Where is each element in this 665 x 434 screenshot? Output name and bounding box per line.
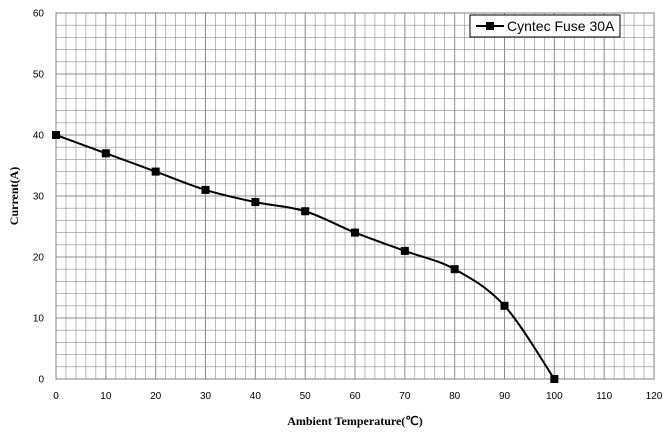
y-tick-label: 50 [33, 70, 45, 81]
x-tick-label: 100 [546, 391, 563, 402]
data-point [550, 375, 559, 383]
x-tick-label: 70 [399, 391, 411, 402]
y-axis-title: Current(A) [7, 167, 21, 225]
x-tick-label: 90 [499, 391, 511, 402]
data-point [251, 198, 260, 207]
y-tick-label: 20 [33, 253, 45, 264]
legend: Cyntec Fuse 30A [469, 14, 621, 38]
data-point [301, 207, 310, 216]
x-tick-label: 110 [596, 391, 612, 402]
data-point [101, 149, 110, 158]
plot-area [55, 12, 655, 380]
x-tick-label: 60 [349, 391, 361, 402]
x-tick-label: 10 [100, 391, 112, 402]
series-layer [52, 131, 559, 383]
legend-label: Cyntec Fuse 30A [507, 18, 615, 34]
x-tick-label: 80 [449, 391, 461, 402]
x-axis-title: Ambient Temperature(℃) [287, 414, 423, 428]
y-tick-label: 0 [38, 375, 44, 386]
y-tick-label: 30 [33, 192, 45, 203]
data-point [351, 228, 359, 237]
x-tick-label: 20 [150, 391, 162, 402]
y-tick-label: 60 [33, 9, 45, 20]
data-point [151, 167, 160, 176]
data-point [500, 301, 509, 310]
x-tick-label: 50 [300, 391, 312, 402]
data-point [201, 185, 210, 194]
data-point [450, 265, 459, 274]
data-point [52, 131, 60, 139]
data-point [400, 246, 409, 255]
x-tick-label: 30 [200, 391, 212, 402]
y-tick-label: 40 [33, 131, 45, 142]
x-tick-label: 40 [250, 391, 262, 402]
legend-box [469, 14, 621, 38]
x-tick-label: 120 [646, 391, 663, 402]
x-tick-label: 0 [53, 391, 59, 402]
y-tick-label: 10 [33, 314, 45, 325]
legend-marker-swatch [486, 22, 494, 30]
grid [55, 12, 655, 380]
tick-labels: 0 10 20 30 40 50 60 0 10 20 30 40 50 60 70 80 90 100 110 12… [33, 9, 663, 403]
